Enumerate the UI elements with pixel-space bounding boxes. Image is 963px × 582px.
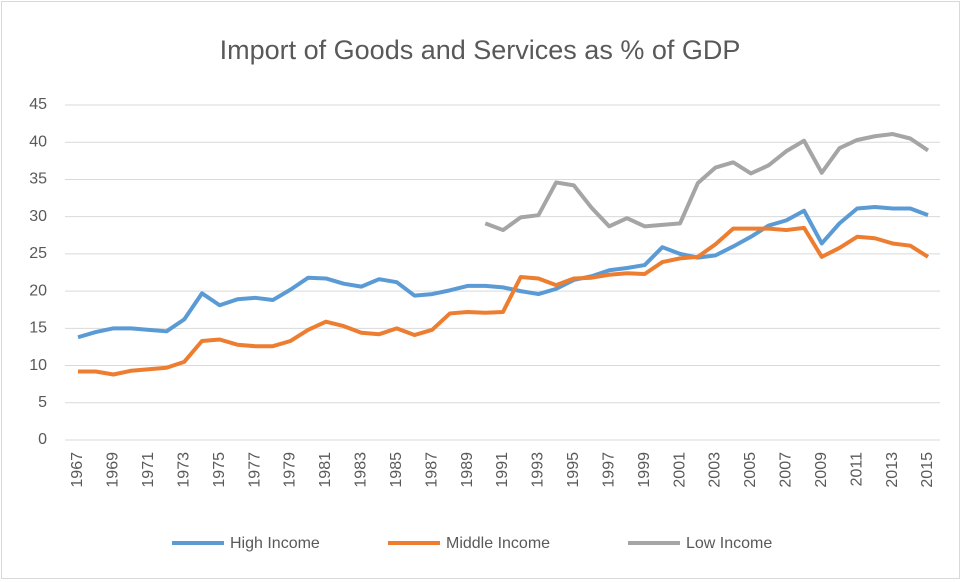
x-tick-label: 1969 <box>105 452 122 488</box>
y-tick-label: 10 <box>29 357 47 374</box>
legend-label: High Income <box>230 535 320 552</box>
x-tick-label: 1983 <box>353 452 370 488</box>
x-tick-label: 1967 <box>69 452 86 488</box>
x-tick-label: 2009 <box>813 452 830 488</box>
x-tick-label: 1989 <box>459 452 476 488</box>
x-tick-label: 2013 <box>884 452 901 488</box>
y-tick-label: 35 <box>29 171 47 188</box>
x-tick-label: 2007 <box>778 452 795 488</box>
y-tick-label: 15 <box>29 320 47 337</box>
x-tick-label: 2005 <box>742 452 759 488</box>
y-tick-label: 5 <box>38 394 47 411</box>
x-tick-label: 1993 <box>530 452 547 488</box>
x-tick-label: 1977 <box>246 452 263 488</box>
x-tick-label: 2003 <box>707 452 724 488</box>
legend-label: Middle Income <box>446 535 550 552</box>
series-line <box>484 132 930 233</box>
series-line <box>78 225 930 377</box>
x-tick-label: 1975 <box>211 452 228 488</box>
y-tick-label: 40 <box>29 133 47 150</box>
x-tick-label: 1999 <box>636 452 653 488</box>
legend-label: Low Income <box>686 535 772 552</box>
y-tick-label: 30 <box>29 208 47 225</box>
x-tick-label: 1997 <box>600 452 617 488</box>
y-tick-label: 45 <box>29 96 47 113</box>
x-tick-label: 1981 <box>317 452 334 488</box>
x-tick-label: 2001 <box>671 452 688 488</box>
y-tick-label: 20 <box>29 282 47 299</box>
x-tick-label: 1991 <box>494 452 511 488</box>
y-tick-label: 25 <box>29 245 47 262</box>
x-tick-label: 2015 <box>919 452 936 488</box>
x-tick-label: 1985 <box>388 452 405 488</box>
x-tick-label: 1995 <box>565 452 582 488</box>
x-tick-label: 2011 <box>848 452 865 487</box>
x-tick-label: 1979 <box>282 452 299 488</box>
y-tick-label: 0 <box>38 431 47 448</box>
x-tick-label: 1973 <box>175 452 192 488</box>
chart-title: Import of Goods and Services as % of GDP <box>220 35 741 65</box>
x-tick-label: 1987 <box>423 452 440 488</box>
series-line <box>77 204 929 340</box>
x-tick-label: 1971 <box>140 452 157 488</box>
